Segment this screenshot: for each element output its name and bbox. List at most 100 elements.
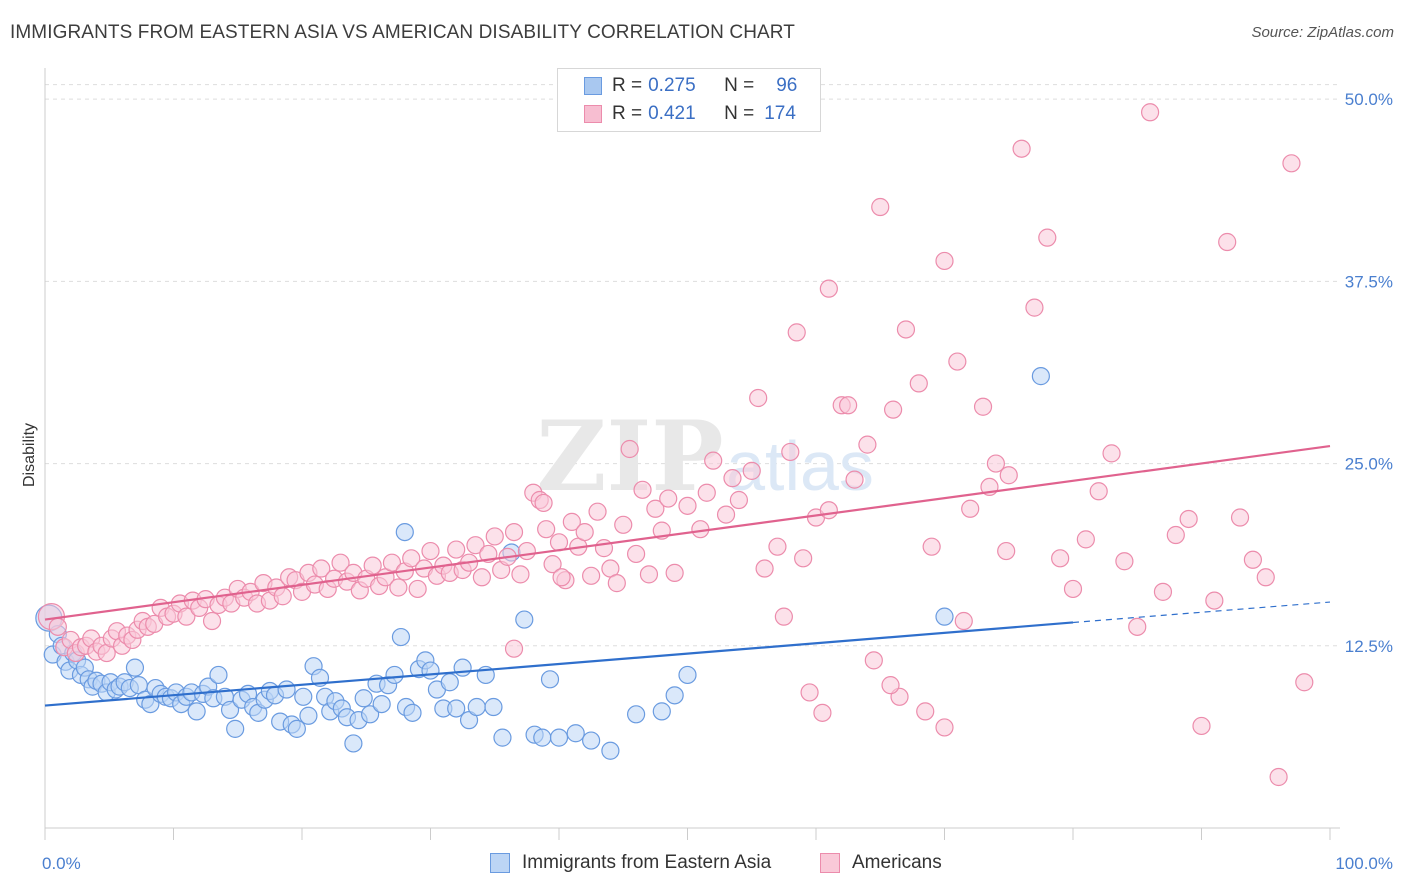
point-immigrants xyxy=(484,697,503,717)
point-americans xyxy=(935,718,954,737)
point-americans xyxy=(961,499,980,518)
point-americans xyxy=(997,541,1016,561)
point-immigrants xyxy=(125,658,145,677)
point-immigrants xyxy=(299,706,318,725)
point-americans xyxy=(1089,482,1108,501)
point-americans xyxy=(774,607,793,626)
point-immigrants xyxy=(447,699,466,718)
point-americans xyxy=(839,396,858,415)
point-americans xyxy=(813,703,832,722)
point-americans xyxy=(485,527,504,546)
point-americans xyxy=(562,512,581,531)
point-americans xyxy=(1102,444,1121,463)
y-tick-label: 12.5% xyxy=(1345,637,1393,656)
legend-box: R = 0.275 N = 96 R = 0.421 N = 174 xyxy=(557,68,821,132)
point-americans xyxy=(1166,525,1185,545)
point-immigrants xyxy=(1031,367,1050,386)
point-americans xyxy=(607,574,626,593)
point-americans xyxy=(1128,617,1147,636)
point-immigrants xyxy=(220,700,240,720)
point-americans xyxy=(1230,508,1250,527)
bottom-legend-swatch-pink xyxy=(820,853,840,873)
legend-n-label: N = xyxy=(724,103,755,124)
bottom-legend-label: Americans xyxy=(852,852,942,873)
bottom-legend-swatch-blue xyxy=(490,853,510,873)
trend-extension-immigrants xyxy=(1072,601,1331,624)
data-points xyxy=(35,103,1314,787)
point-immigrants xyxy=(385,665,404,685)
point-americans xyxy=(594,539,614,558)
point-americans xyxy=(312,559,331,578)
point-americans xyxy=(1038,228,1057,247)
point-americans xyxy=(665,563,684,583)
point-americans xyxy=(447,540,466,559)
point-americans xyxy=(896,320,916,339)
y-tick-label: 50.0% xyxy=(1345,90,1393,109)
point-americans xyxy=(935,251,954,271)
point-americans xyxy=(871,197,890,217)
point-americans xyxy=(177,607,196,626)
point-americans xyxy=(986,454,1006,473)
point-americans xyxy=(954,611,973,631)
point-americans xyxy=(858,435,877,454)
point-americans xyxy=(620,439,639,459)
point-americans xyxy=(755,559,774,578)
watermark: ZIP atlas xyxy=(536,400,874,513)
point-americans xyxy=(1076,530,1095,549)
x-tick-label: 0.0% xyxy=(42,854,81,873)
point-americans xyxy=(1282,154,1301,173)
point-americans xyxy=(511,565,530,584)
point-americans xyxy=(639,565,659,584)
point-americans xyxy=(1153,582,1173,601)
legend-r-value: 0.421 xyxy=(648,103,696,124)
axes xyxy=(44,68,1340,840)
point-americans xyxy=(800,683,819,702)
bottom-legend-label: Immigrants from Eastern Asia xyxy=(522,852,772,873)
legend-n-value: 174 xyxy=(764,103,796,124)
point-immigrants xyxy=(493,728,512,747)
point-immigrants xyxy=(372,694,391,714)
point-americans xyxy=(678,496,697,515)
point-americans xyxy=(389,578,408,597)
y-axis-label: Disability xyxy=(21,423,38,487)
legend-r-value: 0.275 xyxy=(648,75,696,96)
point-americans xyxy=(883,400,903,419)
point-americans xyxy=(626,544,646,564)
point-americans xyxy=(633,480,652,499)
point-americans xyxy=(575,522,594,542)
legend-r-label: R = xyxy=(612,75,643,96)
point-americans xyxy=(781,442,800,462)
point-americans xyxy=(704,451,723,470)
legend-row-americans: R = 0.421 N = 174 xyxy=(584,101,796,127)
point-immigrants xyxy=(566,724,585,743)
legend-swatch-pink xyxy=(584,105,602,123)
point-americans xyxy=(845,470,864,489)
point-americans xyxy=(723,469,742,488)
point-americans xyxy=(819,279,838,298)
point-americans xyxy=(697,483,716,502)
point-americans xyxy=(1269,767,1288,787)
tick-labels: 12.5% 25.0% 37.5% 50.0% 0.0% 100.0% xyxy=(42,90,1393,873)
trend-lines xyxy=(44,444,1331,707)
point-americans xyxy=(1012,139,1031,158)
point-americans xyxy=(768,537,787,556)
point-immigrants xyxy=(540,670,560,689)
point-immigrants xyxy=(665,686,684,705)
point-americans xyxy=(749,388,768,408)
point-americans xyxy=(1140,103,1160,122)
legend-swatch-blue xyxy=(584,77,602,95)
point-immigrants xyxy=(209,665,228,685)
point-americans xyxy=(999,466,1018,485)
point-immigrants xyxy=(354,689,373,708)
point-immigrants xyxy=(935,607,954,626)
point-americans xyxy=(1256,568,1275,587)
point-immigrants xyxy=(533,728,552,747)
legend-n-label: N = xyxy=(724,75,755,96)
point-americans xyxy=(202,611,222,631)
legend-row-immigrants: R = 0.275 N = 96 xyxy=(584,73,797,99)
point-americans xyxy=(716,505,736,524)
point-immigrants xyxy=(549,728,569,747)
point-americans xyxy=(1025,298,1044,317)
point-americans xyxy=(588,502,607,521)
